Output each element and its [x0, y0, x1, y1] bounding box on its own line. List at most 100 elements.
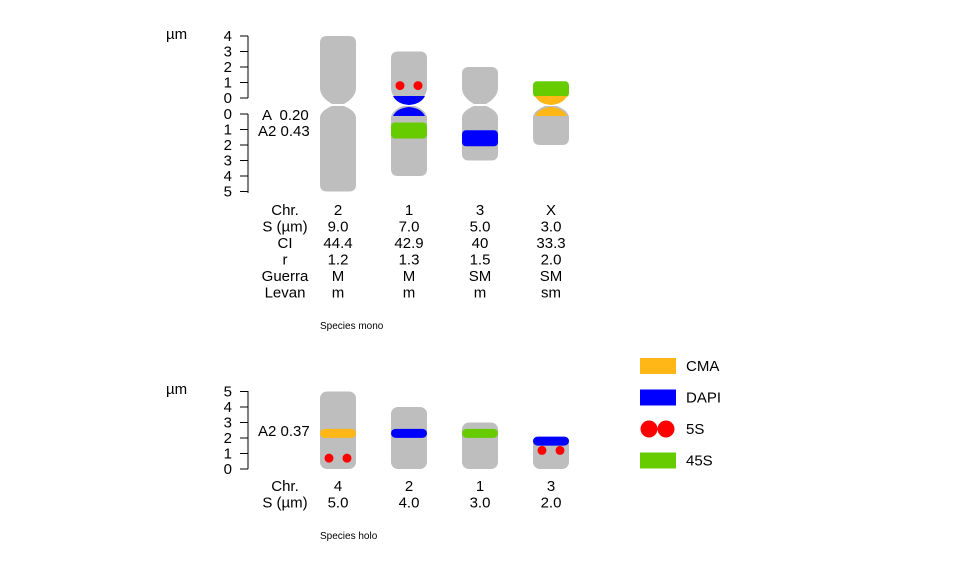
index-A: A 0.20	[262, 107, 309, 124]
legend-swatch	[640, 389, 676, 406]
row-label: S (µm)	[262, 495, 307, 512]
mark-5S	[555, 445, 565, 455]
cell-value: 40	[472, 235, 489, 252]
mark-DAPI	[393, 96, 425, 105]
legend: CMA DAPI 5S 45S	[640, 358, 721, 470]
holocentric-body	[533, 438, 569, 469]
cell-value: 7.0	[399, 219, 420, 236]
tick-label: 1	[224, 122, 232, 139]
tick-label: 0	[224, 90, 232, 107]
mark-45S	[533, 81, 569, 98]
legend-item-DAPI: DAPI	[640, 389, 721, 407]
cell-value: 5.0	[328, 495, 349, 512]
mark-5S	[413, 81, 423, 91]
cell-value: 33.3	[536, 235, 565, 252]
mark-DAPI	[391, 428, 427, 438]
tick-label: 5	[224, 184, 232, 201]
chromosome-1	[462, 422, 498, 469]
cell-value: SM	[469, 268, 492, 285]
index-A2: A2 0.43	[258, 123, 310, 140]
long-arm	[320, 106, 356, 192]
cell-value: M	[403, 268, 416, 285]
mono-data-table: Chr.S (µm)CIrGuerraLevan29.044.41.2Mm17.…	[262, 202, 566, 302]
index-A2-holo: A2 0.37	[258, 423, 310, 440]
cell-value: 1	[405, 202, 413, 219]
legend-label: 45S	[686, 453, 713, 470]
cell-value: 3.0	[470, 495, 491, 512]
chromosome-2	[391, 407, 427, 469]
cell-value: sm	[541, 285, 561, 302]
short-arm	[391, 51, 427, 104]
tick-label: 2	[224, 59, 232, 76]
chromosome-4	[320, 391, 356, 469]
cell-value: 2	[405, 478, 413, 495]
tick-label: 2	[224, 430, 232, 447]
legend-item-5S: 5S	[640, 420, 704, 438]
tick-label: 0	[224, 106, 232, 123]
cell-value: 2	[334, 202, 342, 219]
cell-value: m	[332, 285, 345, 302]
cell-value: 2.0	[541, 252, 562, 269]
legend-swatch	[657, 420, 675, 438]
cell-value: 9.0	[328, 219, 349, 236]
cell-value: SM	[540, 268, 563, 285]
cell-value: 4.0	[399, 495, 420, 512]
mark-DAPI	[393, 107, 425, 116]
cell-value: M	[332, 268, 345, 285]
row-label: r	[283, 252, 288, 269]
legend-swatch	[640, 420, 658, 438]
mark-CMA	[320, 428, 356, 438]
tick-label: 4	[224, 399, 232, 416]
unit-label-holo: µm	[166, 381, 187, 398]
holocentric-body	[391, 407, 427, 469]
mark-5S	[395, 81, 405, 91]
mark-5S	[342, 453, 352, 463]
row-label: Guerra	[262, 268, 309, 285]
mark-5S	[537, 445, 547, 455]
tick-label: 1	[224, 446, 232, 463]
row-label: CI	[278, 235, 293, 252]
legend-swatch	[640, 452, 676, 469]
tick-label: 3	[224, 415, 232, 432]
tick-label: 2	[224, 137, 232, 154]
caption-holo: Species holo	[320, 531, 378, 542]
legend-label: 5S	[686, 421, 704, 438]
legend-item-CMA: CMA	[640, 358, 719, 375]
tick-label: 3	[224, 44, 232, 61]
legend-swatch	[640, 358, 676, 374]
cell-value: 44.4	[323, 235, 352, 252]
legend-item-45S: 45S	[640, 452, 713, 470]
legend-label: DAPI	[686, 390, 721, 407]
chromosome-3	[533, 436, 569, 469]
cell-value: 5.0	[470, 219, 491, 236]
mark-45S	[462, 428, 498, 438]
cell-value: 42.9	[394, 235, 423, 252]
mark-DAPI	[533, 436, 569, 446]
chromosome-1	[391, 51, 427, 176]
cell-value: 1	[476, 478, 484, 495]
mark-5S	[324, 453, 334, 463]
cell-value: 3	[476, 202, 484, 219]
holo-chromosomes	[320, 391, 569, 469]
tick-label: 3	[224, 153, 232, 170]
short-arm	[462, 67, 498, 104]
tick-label: 0	[224, 461, 232, 478]
row-label: Chr.	[271, 202, 299, 219]
cell-value: 1.5	[470, 252, 491, 269]
cell-value: 3.0	[541, 219, 562, 236]
row-label: Chr.	[271, 478, 299, 495]
tick-label: 5	[224, 384, 232, 401]
tick-label: 1	[224, 75, 232, 92]
tick-label: 4	[224, 28, 232, 45]
cell-value: X	[546, 202, 556, 219]
tick-label: 4	[224, 168, 232, 185]
chromosome-X	[533, 81, 569, 145]
caption-mono: Species mono	[320, 321, 384, 332]
row-label: Levan	[265, 285, 306, 302]
unit-label-mono: µm	[166, 26, 187, 43]
